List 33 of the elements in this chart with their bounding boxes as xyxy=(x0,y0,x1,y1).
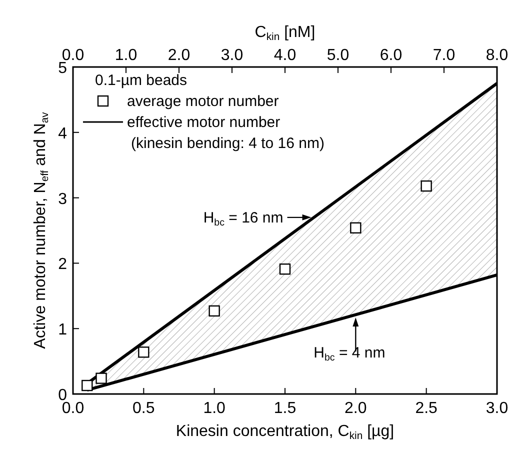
x2-tick-label: 8.0 xyxy=(486,47,508,64)
x2-tick-label: 5.0 xyxy=(326,47,350,64)
annotation: H$_{bc}$ = 4 nm xyxy=(314,344,386,364)
legend-label: average motor number xyxy=(127,93,279,110)
point xyxy=(96,372,107,384)
x2-tick-label: 6.0 xyxy=(380,47,402,64)
x2-tick-label: 3.0 xyxy=(220,47,244,64)
x2-tick-label: 1.0 xyxy=(114,47,138,64)
x2-tick-label: 7.0 xyxy=(432,47,456,64)
point xyxy=(350,222,362,234)
legend-label: effective motor number (kinesin bending: 4 to 16 nm) xyxy=(127,114,324,152)
x-tick-label: 0.0 xyxy=(62,400,84,417)
x2-tick-label: 2.0 xyxy=(168,47,190,64)
annotation: H$_{bc}$ = 16 nm xyxy=(203,209,284,228)
x-tick-label: 2.0 xyxy=(344,400,367,417)
point xyxy=(208,305,220,317)
y-tick-label: 4 xyxy=(58,125,68,142)
x2-tick-label: 4.0 xyxy=(274,47,296,64)
x-axis-title: Kinesin concentration, C$_{kin}$ [µg] xyxy=(176,423,394,442)
x2-axis-title: C$_{kin}$ [nM] xyxy=(254,24,316,43)
point xyxy=(82,380,93,392)
legend-title: 0.1-µm beads xyxy=(95,72,188,89)
x-tick-label: 2.5 xyxy=(415,400,438,417)
x-tick-label: 1.5 xyxy=(274,400,296,417)
x-tick-label: 3.0 xyxy=(486,400,508,417)
x-tick-label: 0.5 xyxy=(132,400,155,417)
y-tick-label: 3 xyxy=(58,190,68,208)
point xyxy=(420,180,432,192)
y-tick-label: 2 xyxy=(58,256,68,274)
x-tick-label: 1.0 xyxy=(203,400,226,417)
point xyxy=(279,263,291,275)
point xyxy=(138,346,150,358)
y-tick-label: 1 xyxy=(58,322,68,339)
